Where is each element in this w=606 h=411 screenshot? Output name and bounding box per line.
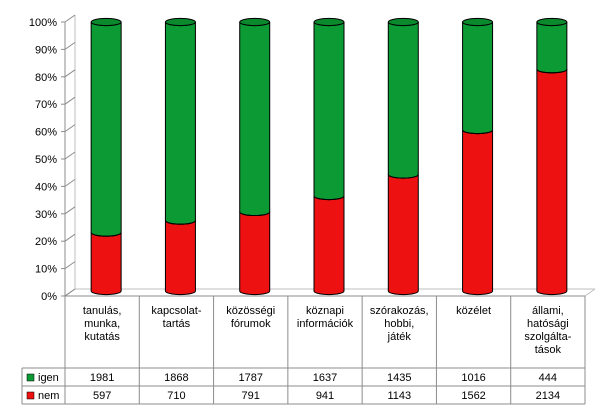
- y-tick-diagonal: [64, 288, 76, 297]
- data-table: tanulás, munka, kutatás kapcsolat-tartás köz…: [21, 295, 586, 405]
- bar-top-cap: [164, 17, 196, 27]
- y-tick-label: 40%: [35, 181, 57, 193]
- bar-igen: [313, 21, 345, 201]
- y-tick-diagonal: [64, 151, 76, 160]
- bar-igen: [90, 21, 122, 237]
- bar-igen: [536, 21, 568, 74]
- category-label: közösségi fórumok: [226, 305, 275, 330]
- y-tick-diagonal: [64, 14, 76, 23]
- bar-group: [536, 17, 568, 296]
- bar-nem: [313, 195, 345, 296]
- bar-segment-boundary: [164, 220, 196, 225]
- data-value-nem: 2134: [536, 390, 560, 402]
- y-tick-diagonal: [64, 178, 76, 187]
- bar-igen: [387, 21, 419, 179]
- bar-segment-boundary: [387, 174, 419, 179]
- y-tick-label: 90%: [35, 44, 57, 56]
- bar-group: [387, 17, 419, 296]
- y-tick-label: 70%: [35, 99, 57, 111]
- bar-top-cap: [313, 17, 345, 27]
- data-value-nem: 1143: [387, 390, 411, 402]
- bar-nem: [462, 129, 494, 296]
- bars: [90, 17, 568, 296]
- bar-top-cap: [90, 17, 122, 27]
- bar-nem: [90, 232, 122, 296]
- y-tick-label: 10%: [35, 264, 57, 276]
- data-value-nem: 791: [242, 390, 260, 402]
- data-value-nem: 710: [167, 390, 185, 402]
- category-label: szórakozás, hobbi, játék: [370, 305, 429, 343]
- bar-segment-boundary: [462, 129, 494, 135]
- bar-group: [239, 17, 271, 296]
- legend-key-nem: [26, 391, 35, 400]
- category-label: közélet: [456, 305, 491, 317]
- y-tick-label: 30%: [35, 209, 57, 221]
- y-tick-diagonal: [64, 41, 76, 50]
- y-axis: 0% 10% 20% 30% 40% 50% 60% 70% 80% 90% 100%: [29, 14, 76, 303]
- data-value-igen: 1981: [90, 372, 114, 384]
- bar-segment-boundary: [239, 211, 271, 217]
- bar-igen: [462, 21, 494, 135]
- floor-right-edge: [584, 288, 596, 297]
- bar-segment-boundary: [313, 195, 345, 201]
- bar-igen: [164, 21, 196, 225]
- bar-group: [462, 17, 494, 296]
- data-value-igen: 1637: [313, 372, 337, 384]
- data-value-igen: 1868: [164, 372, 188, 384]
- y-tick-label: 50%: [35, 154, 57, 166]
- y-tick-diagonal: [64, 69, 76, 78]
- bar-top-cap: [536, 17, 568, 27]
- data-value-igen: 1435: [387, 372, 411, 384]
- y-tick-label: 20%: [35, 236, 57, 248]
- y-tick-diagonal: [64, 206, 76, 215]
- data-value-igen: 444: [539, 372, 557, 384]
- legend-label-igen: igen: [38, 372, 59, 384]
- category-label: tanulás, munka, kutatás: [83, 305, 122, 343]
- bar-top-cap: [239, 17, 271, 27]
- data-value-igen: 1016: [461, 372, 485, 384]
- y-tick-label: 0%: [41, 291, 57, 303]
- bar-segment-boundary: [536, 68, 568, 74]
- data-value-nem: 1562: [461, 390, 485, 402]
- bar-top-cap: [387, 17, 419, 27]
- bar-group: [313, 17, 345, 296]
- bar-segment-boundary: [90, 232, 122, 237]
- y-tick-label: 60%: [35, 127, 57, 139]
- data-value-nem: 941: [316, 390, 334, 402]
- y-tick-diagonal: [64, 124, 76, 133]
- bar-group: [164, 17, 196, 296]
- y-tick-label: 100%: [29, 17, 57, 29]
- category-label: állami, hatósági szolgálta-tások: [524, 305, 571, 356]
- bar-nem: [536, 68, 568, 296]
- bar-nem: [164, 220, 196, 296]
- bar-top-cap: [462, 17, 494, 27]
- bar-nem: [387, 174, 419, 296]
- y-tick-label: 80%: [35, 72, 57, 84]
- bar-nem: [239, 211, 271, 296]
- data-value-nem: 597: [93, 390, 111, 402]
- category-label: kapcsolat-tartás: [151, 305, 201, 330]
- data-value-igen: 1787: [238, 372, 262, 384]
- y-tick-diagonal: [64, 261, 76, 270]
- category-label: köznapi információk: [297, 305, 354, 330]
- y-tick-diagonal: [64, 96, 76, 105]
- legend-label-nem: nem: [38, 390, 59, 402]
- bar-igen: [239, 21, 271, 217]
- bar-group: [90, 17, 122, 296]
- y-tick-diagonal: [64, 233, 76, 242]
- legend-key-igen: [26, 373, 35, 382]
